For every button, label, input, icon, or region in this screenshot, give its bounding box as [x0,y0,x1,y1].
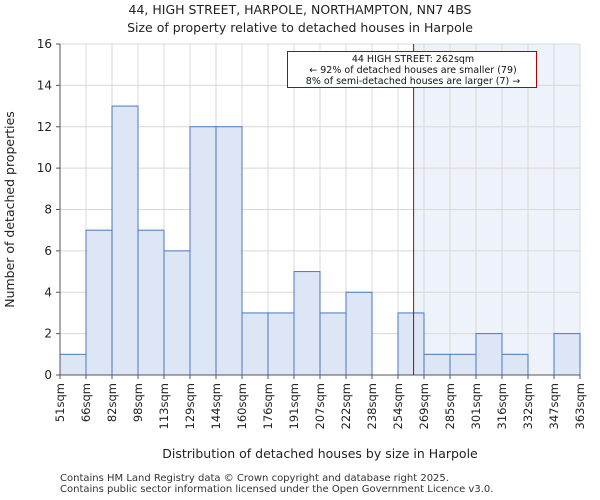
annotation-line2: ← 92% of detached houses are smaller (79… [309,65,517,76]
x-tick-label-82sqm: 82sqm [105,383,119,422]
y-tick-label: 16 [37,37,52,51]
x-tick-label-254sqm: 254sqm [391,383,405,429]
bar-66sqm [85,229,113,376]
y-tick-label: 0 [44,368,52,382]
x-tick-label-285sqm: 285sqm [443,383,457,429]
x-tick-label-301sqm: 301sqm [469,383,483,429]
bar-316sqm [501,353,529,376]
x-tick-label-269sqm: 269sqm [417,383,431,429]
bar-301sqm [475,333,503,376]
bar-285sqm [449,353,477,376]
y-tick-label: 14 [37,78,52,92]
chart-title-line1: 44, HIGH STREET, HARPOLE, NORTHAMPTON, N… [128,2,472,17]
y-tick-label: 8 [44,203,52,217]
bar-347sqm [553,333,581,376]
bar-51sqm [59,353,87,376]
bar-113sqm [163,250,191,376]
bar-207sqm [319,312,347,376]
bar-129sqm [189,126,217,376]
y-tick-label: 12 [37,120,52,134]
y-tick-label: 10 [37,161,52,175]
bar-82sqm [111,105,139,376]
bar-176sqm [267,312,295,376]
x-tick-label-238sqm: 238sqm [365,383,379,429]
x-tick-label-347sqm: 347sqm [547,383,561,429]
y-tick-label: 2 [44,327,52,341]
x-tick-label-113sqm: 113sqm [157,383,171,429]
y-axis-title: Number of detached properties [2,111,17,308]
x-tick-label-129sqm: 129sqm [183,383,197,429]
bar-222sqm [345,291,373,376]
x-tick-label-66sqm: 66sqm [79,383,93,422]
bar-160sqm [241,312,269,376]
x-tick-label-222sqm: 222sqm [339,383,353,429]
x-tick-label-363sqm: 363sqm [573,383,587,429]
footer-line2: Contains public sector information licen… [60,484,494,495]
x-tick-label-160sqm: 160sqm [235,383,249,429]
x-tick-label-207sqm: 207sqm [313,383,327,429]
y-tick-label: 6 [44,244,52,258]
bar-254sqm [397,312,425,376]
annotation-line3: 8% of semi-detached houses are larger (7… [305,76,521,87]
annotation-box: 44 HIGH STREET: 262sqm ← 92% of detached… [287,51,537,88]
bar-98sqm [137,229,165,376]
bar-191sqm [293,271,321,376]
footer-line1: Contains HM Land Registry data © Crown c… [60,473,449,484]
bar-269sqm [423,353,451,376]
bar-144sqm [215,126,243,376]
x-axis-title: Distribution of detached houses by size … [162,446,478,461]
x-tick-label-51sqm: 51sqm [53,383,67,422]
chart-title-line2: Size of property relative to detached ho… [127,20,473,35]
x-tick-label-144sqm: 144sqm [209,383,223,429]
x-tick-label-316sqm: 316sqm [495,383,509,429]
y-tick-label: 4 [44,285,52,299]
x-tick-label-98sqm: 98sqm [131,383,145,422]
x-tick-label-191sqm: 191sqm [287,383,301,429]
annotation-line1: 44 HIGH STREET: 262sqm [351,54,475,65]
x-tick-label-176sqm: 176sqm [261,383,275,429]
x-tick-label-332sqm: 332sqm [521,383,535,429]
